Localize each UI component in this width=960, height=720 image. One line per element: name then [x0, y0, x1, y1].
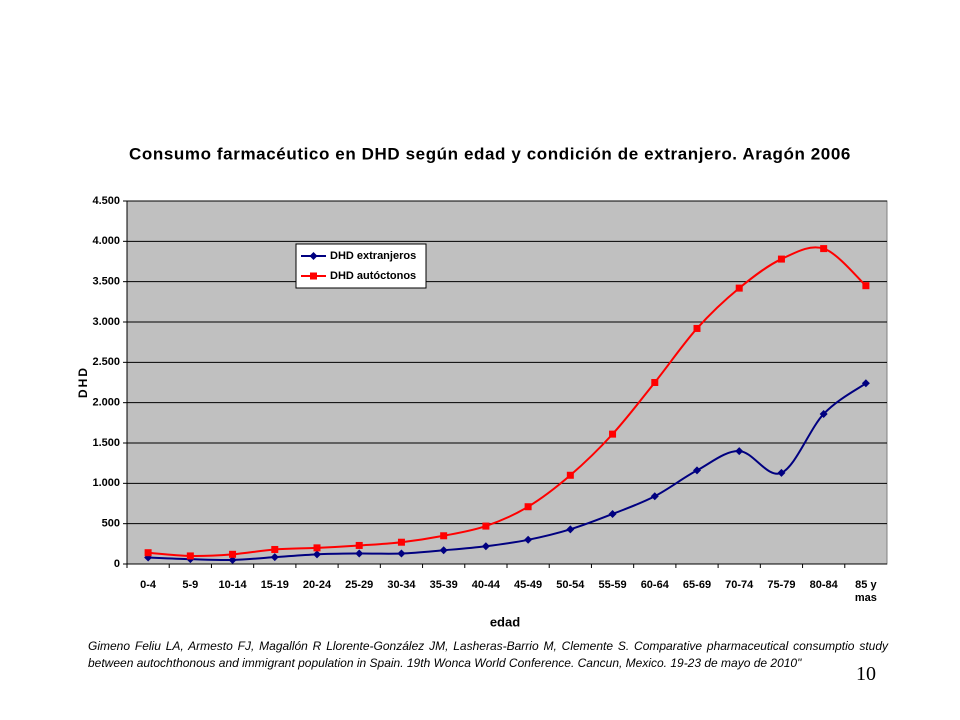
x-tick-label: 75-79 — [767, 579, 796, 591]
marker — [355, 541, 363, 549]
marker — [355, 549, 364, 558]
y-tick-label: 500 — [102, 518, 120, 530]
marker — [229, 550, 237, 558]
marker — [271, 545, 279, 553]
y-tick-label: 0 — [114, 558, 120, 570]
marker — [566, 471, 574, 479]
marker — [144, 549, 152, 557]
marker — [313, 544, 321, 552]
marker — [608, 509, 617, 518]
marker — [524, 503, 532, 511]
marker — [862, 282, 870, 290]
marker — [313, 550, 321, 559]
x-tick-label: 65-69 — [682, 579, 712, 591]
legend-box — [295, 243, 427, 289]
x-tick-label: 5-9 — [182, 579, 199, 591]
marker — [186, 552, 194, 560]
y-tick-label: 2.000 — [92, 397, 120, 409]
x-tick-label: 25-29 — [345, 579, 374, 591]
y-tick-label: 3.000 — [92, 316, 120, 328]
marker — [650, 492, 659, 501]
x-tick-label: 50-54 — [556, 579, 585, 591]
marker — [309, 252, 318, 260]
x-tick-label: 15-19 — [260, 579, 289, 591]
y-tick-label: 1.000 — [92, 477, 120, 489]
marker — [439, 546, 448, 555]
marker — [609, 430, 617, 438]
marker — [820, 245, 828, 253]
marker — [397, 549, 406, 558]
x-tick-label: 60-64 — [640, 579, 669, 591]
legend-label: DHD extranjeros — [330, 250, 416, 262]
marker — [735, 284, 743, 292]
marker — [228, 555, 237, 564]
legend-label: DHD autóctonos — [330, 270, 416, 282]
plot-area — [126, 200, 888, 565]
marker — [777, 255, 785, 263]
marker — [861, 379, 870, 388]
x-tick-label: 70-74 — [725, 579, 754, 591]
x-tick-label: 20-24 — [302, 579, 332, 591]
x-tick-label: 10-14 — [218, 579, 247, 591]
y-tick-label: 3.500 — [92, 276, 120, 288]
x-tick-label: 45-49 — [514, 579, 543, 591]
x-tick-label: 35-39 — [429, 579, 458, 591]
marker — [482, 522, 490, 530]
x-axis-label: edad — [490, 614, 520, 629]
y-tick-label: 2.500 — [92, 356, 120, 368]
y-tick-label: 4.000 — [92, 235, 120, 247]
y-tick-label: 1.500 — [92, 437, 120, 449]
marker — [693, 324, 701, 332]
y-tick-label: 4.500 — [92, 195, 120, 207]
marker — [819, 409, 828, 418]
marker — [524, 535, 533, 544]
marker — [310, 272, 317, 280]
x-tick-label: 55-59 — [598, 579, 627, 591]
marker — [735, 447, 744, 456]
marker — [481, 542, 490, 551]
x-tick-label: 30-34 — [387, 579, 416, 591]
marker — [397, 538, 405, 546]
marker — [651, 379, 659, 386]
marker — [566, 525, 575, 534]
marker — [777, 468, 786, 477]
x-tick-label: 80-84 — [809, 579, 838, 591]
x-tick-label: 40-44 — [471, 579, 500, 591]
x-tick-label: 85 y mas — [854, 579, 877, 604]
chart-title: Consumo farmacéutico en DHD según edad y… — [129, 144, 851, 163]
citation: Gimeno Feliu LA, Armesto FJ, Magallón R … — [88, 639, 888, 670]
marker — [440, 532, 448, 540]
marker — [270, 553, 279, 562]
x-tick-label: 0-4 — [140, 579, 157, 591]
page-number: 10 — [856, 663, 876, 685]
y-axis-label: DHD — [76, 366, 90, 398]
marker — [693, 466, 701, 475]
